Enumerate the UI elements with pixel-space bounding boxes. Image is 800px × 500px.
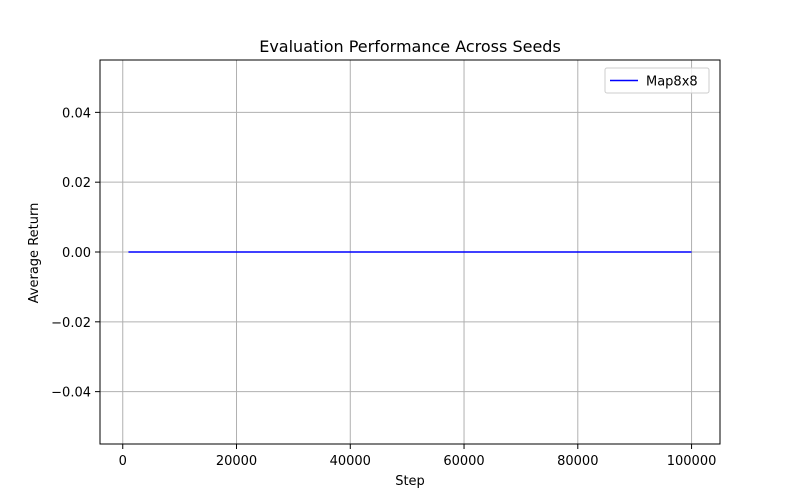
x-axis-label: Step — [395, 474, 425, 489]
legend: Map8x8 — [604, 67, 710, 94]
x-tick-label: 20000 — [216, 454, 257, 469]
legend-box — [604, 67, 710, 94]
y-tick-label: −0.04 — [51, 386, 91, 401]
y-axis: −0.04 −0.02 0.00 0.02 0.04 — [51, 106, 100, 401]
x-tick-label: 100000 — [667, 454, 717, 469]
y-axis-label: Average Return — [27, 203, 42, 304]
y-tick-label: −0.02 — [51, 316, 91, 331]
y-tick-label: 0.00 — [62, 246, 91, 261]
x-tick-label: 0 — [119, 454, 127, 469]
x-axis: 0 20000 40000 60000 80000 100000 — [119, 444, 717, 469]
x-tick-label: 60000 — [443, 454, 484, 469]
legend-label-map8x8: Map8x8 — [646, 75, 698, 90]
chart-title: Evaluation Performance Across Seeds — [259, 37, 561, 56]
x-tick-label: 40000 — [330, 454, 371, 469]
x-tick-label: 80000 — [557, 454, 598, 469]
y-tick-label: 0.04 — [62, 106, 91, 121]
y-tick-label: 0.02 — [62, 176, 91, 191]
